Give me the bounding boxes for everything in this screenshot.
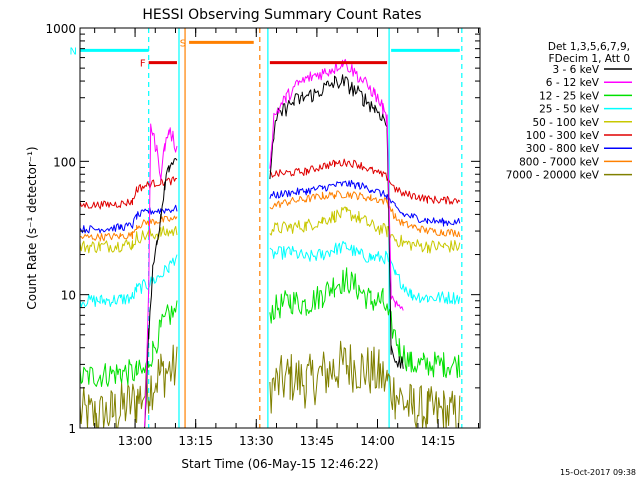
y-tick-label: 1 bbox=[68, 422, 76, 436]
flag-label: F bbox=[140, 59, 146, 70]
x-tick-label: 13:30 bbox=[239, 434, 274, 448]
x-axis-label: Start Time (06-May-15 12:46:22) bbox=[181, 457, 378, 471]
legend-label: 25 - 50 keV bbox=[539, 104, 600, 116]
plot-frame bbox=[79, 27, 481, 429]
legend-label: 100 - 300 keV bbox=[526, 130, 600, 142]
x-tick-label: 14:00 bbox=[360, 434, 395, 448]
x-tick-label: 13:15 bbox=[178, 434, 213, 448]
observing-flags: F N S bbox=[70, 38, 460, 70]
x-axis: 13:00 13:15 13:30 13:45 14:00 14:15 bbox=[94, 28, 480, 448]
y-tick-label: 100 bbox=[53, 155, 76, 169]
legend-label: 12 - 25 keV bbox=[539, 90, 600, 102]
x-tick-label: 14:15 bbox=[421, 434, 456, 448]
footer-timestamp: 15-Oct-2017 09:38 bbox=[560, 468, 636, 477]
legend-label: 7000 - 20000 keV bbox=[506, 170, 600, 182]
chart-title: HESSI Observing Summary Count Rates bbox=[142, 7, 421, 23]
legend-label: 50 - 100 keV bbox=[532, 117, 599, 129]
series-line bbox=[144, 74, 404, 429]
series-line bbox=[79, 340, 461, 429]
series-layer bbox=[79, 58, 461, 429]
series-line bbox=[144, 58, 404, 427]
flag-label: S bbox=[180, 38, 186, 49]
legend-label: 800 - 7000 keV bbox=[519, 156, 600, 168]
x-tick-label: 13:45 bbox=[300, 434, 335, 448]
y-axis: 1 10 100 1000 bbox=[45, 22, 480, 436]
legend-label: 6 - 12 keV bbox=[546, 77, 600, 89]
x-tick-label: 13:00 bbox=[118, 434, 153, 448]
series-line bbox=[79, 206, 461, 254]
series-line bbox=[79, 267, 461, 387]
y-tick-label: 1000 bbox=[45, 22, 76, 36]
series-line bbox=[79, 240, 461, 308]
legend-label: 3 - 6 keV bbox=[552, 64, 599, 76]
legend-header: Det 1,3,5,6,7,9, bbox=[548, 41, 630, 53]
series-line bbox=[79, 190, 461, 242]
legend-header: FDecim 1, Att 0 bbox=[549, 53, 630, 65]
legend-label: 300 - 800 keV bbox=[526, 143, 600, 155]
series-line bbox=[79, 179, 461, 234]
legend: Det 1,3,5,6,7,9,FDecim 1, Att 03 - 6 keV… bbox=[506, 41, 632, 182]
y-axis-label: Count Rate (s⁻¹ detector⁻¹) bbox=[25, 146, 39, 309]
flag-label: N bbox=[70, 46, 77, 57]
series-line bbox=[79, 158, 461, 210]
plot-area: F N S bbox=[70, 27, 481, 429]
y-tick-label: 10 bbox=[61, 289, 76, 303]
